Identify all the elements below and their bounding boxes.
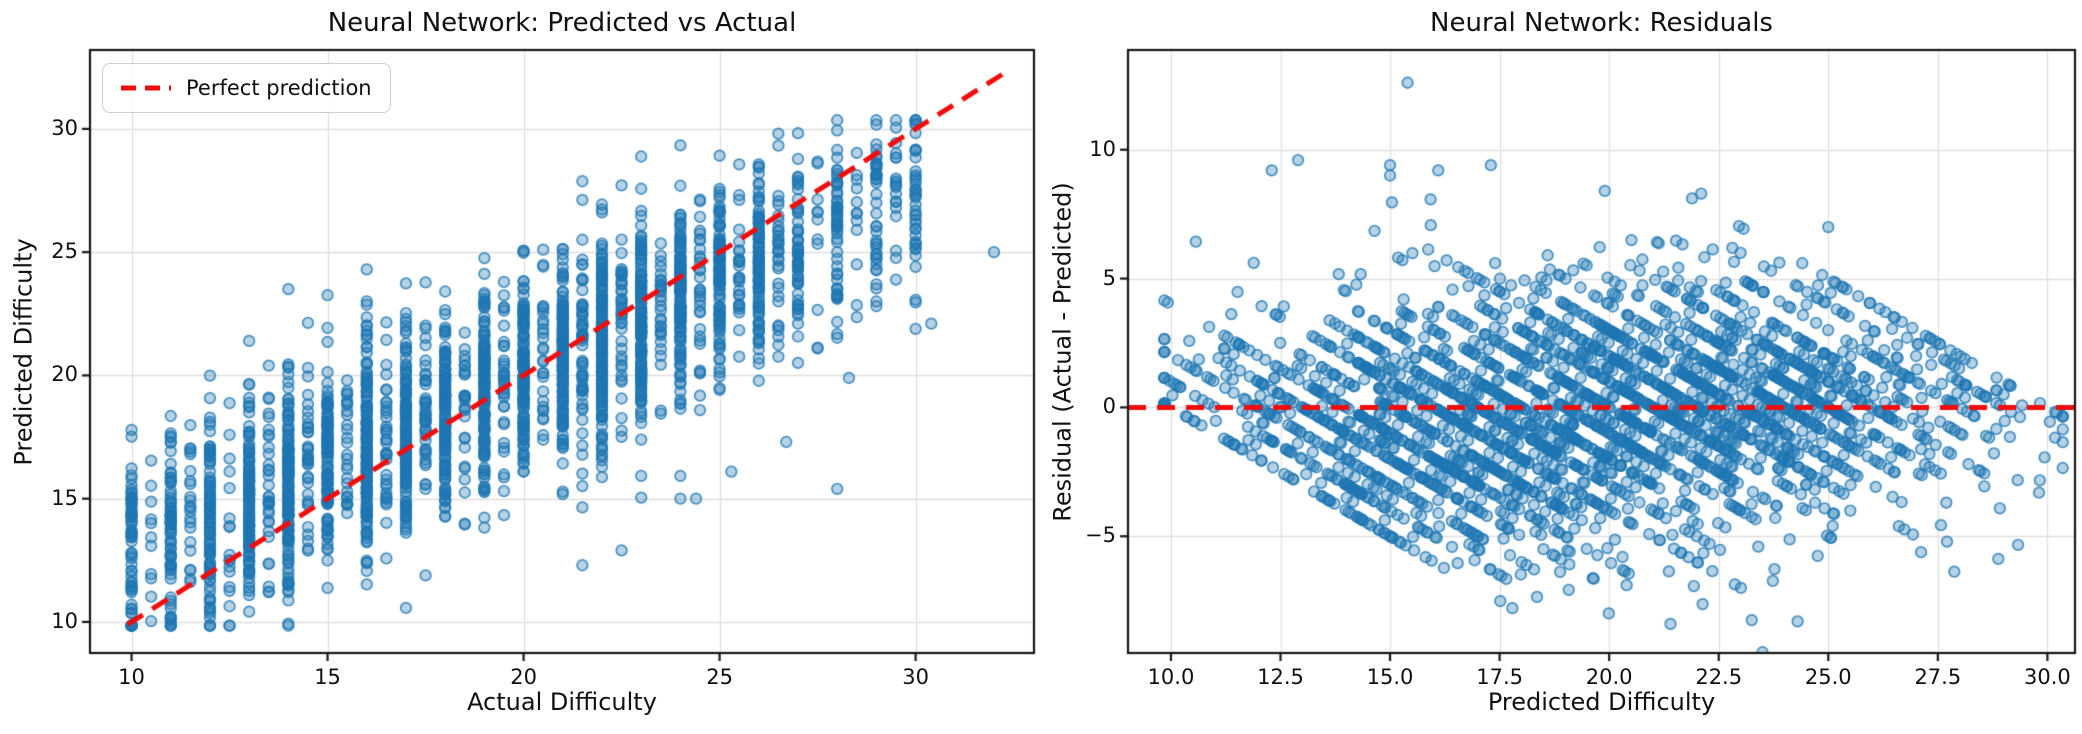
left-plot-xlabel: Actual Difficulty [467, 688, 657, 716]
legend-dash-icon [121, 84, 171, 92]
legend-entry-label: Perfect prediction [186, 76, 372, 100]
right-plot-ylabel: Residual (Actual - Predicted) [1048, 182, 1077, 522]
right-plot-title: Neural Network: Residuals [1430, 8, 1773, 38]
legend: Perfect prediction [102, 63, 391, 113]
left-plot-title: Neural Network: Predicted vs Actual [327, 8, 797, 38]
left-plot-ylabel: Predicted Difficulty [9, 238, 38, 466]
right-plot-xlabel: Predicted Difficulty [1487, 688, 1716, 716]
